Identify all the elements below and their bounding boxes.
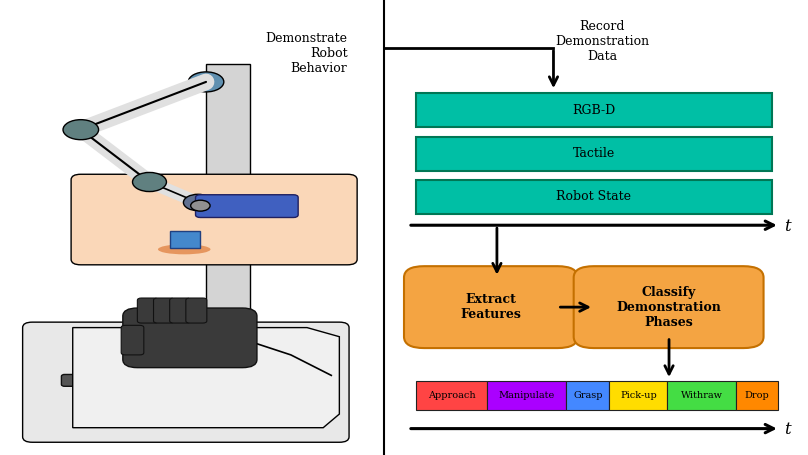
FancyBboxPatch shape (206, 64, 250, 419)
FancyBboxPatch shape (736, 381, 778, 410)
Ellipse shape (158, 244, 211, 254)
FancyBboxPatch shape (170, 298, 191, 323)
Text: t: t (784, 421, 790, 439)
FancyBboxPatch shape (574, 266, 764, 348)
FancyBboxPatch shape (416, 93, 772, 127)
Text: Robot State: Robot State (557, 190, 631, 203)
Circle shape (188, 72, 224, 92)
Circle shape (133, 172, 166, 192)
Text: Approach: Approach (428, 391, 475, 400)
FancyBboxPatch shape (123, 308, 257, 368)
FancyBboxPatch shape (609, 381, 667, 410)
Text: Manipulate: Manipulate (499, 391, 555, 400)
FancyBboxPatch shape (71, 174, 357, 265)
Text: RGB-D: RGB-D (572, 104, 616, 117)
Text: Record
Demonstration
Data: Record Demonstration Data (555, 20, 649, 64)
FancyBboxPatch shape (170, 231, 200, 248)
Text: Tactile: Tactile (573, 147, 615, 160)
Text: Pick-up: Pick-up (620, 391, 657, 400)
Text: Withraw: Withraw (681, 391, 722, 400)
Polygon shape (73, 328, 339, 428)
FancyBboxPatch shape (404, 266, 578, 348)
Text: Grasp: Grasp (573, 391, 603, 400)
Circle shape (191, 200, 210, 211)
FancyBboxPatch shape (186, 298, 207, 323)
FancyBboxPatch shape (154, 298, 175, 323)
Text: Demonstrate
Robot
Behavior: Demonstrate Robot Behavior (266, 32, 347, 75)
FancyBboxPatch shape (667, 381, 736, 410)
Text: Drop: Drop (745, 391, 769, 400)
Text: Classify
Demonstration
Phases: Classify Demonstration Phases (617, 286, 721, 329)
FancyBboxPatch shape (121, 325, 144, 355)
FancyBboxPatch shape (416, 381, 487, 410)
FancyBboxPatch shape (61, 374, 126, 386)
FancyBboxPatch shape (23, 322, 349, 442)
Text: Extract
Features: Extract Features (461, 293, 521, 321)
FancyBboxPatch shape (566, 381, 609, 410)
FancyBboxPatch shape (487, 381, 566, 410)
FancyBboxPatch shape (137, 298, 158, 323)
Circle shape (63, 120, 99, 140)
FancyBboxPatch shape (196, 195, 298, 217)
Text: t: t (784, 218, 790, 235)
Circle shape (183, 194, 213, 211)
FancyBboxPatch shape (416, 136, 772, 171)
FancyBboxPatch shape (416, 180, 772, 214)
